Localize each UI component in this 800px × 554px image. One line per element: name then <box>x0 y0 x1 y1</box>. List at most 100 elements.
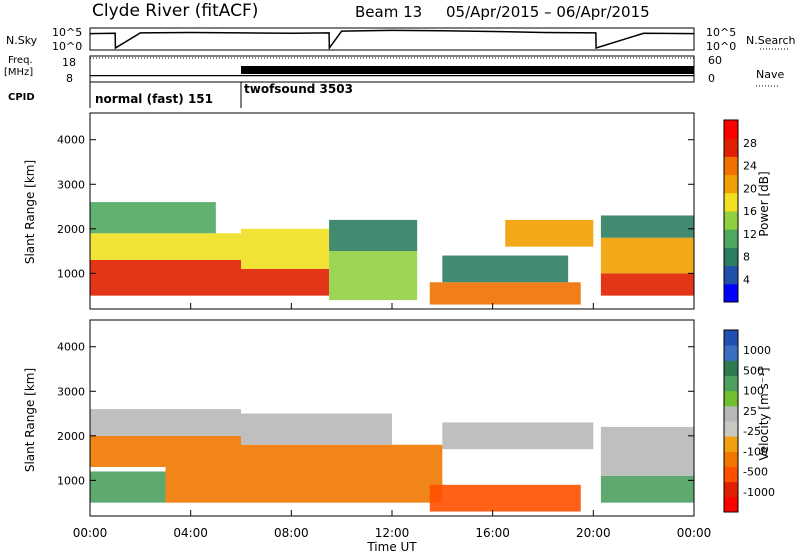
date-range: 05/Apr/2015 – 06/Apr/2015 <box>446 3 650 21</box>
time-tick-label: 12:00 <box>375 526 410 540</box>
power-colorbar-swatch <box>724 283 738 303</box>
power-colorbar-tick: 24 <box>743 160 757 173</box>
power-panel-band-7 <box>429 282 581 305</box>
time-tick-label: 00:00 <box>677 526 712 540</box>
nsky-tick-high: 10^5 <box>52 26 82 39</box>
velocity-colorbar-tick: 100 <box>743 385 764 398</box>
range-tick-label: 3000 <box>57 178 85 191</box>
power-ylabel: Slant Range [km] <box>23 160 37 264</box>
velocity-panel-band-3 <box>90 409 241 436</box>
power-colorbar-tick: 8 <box>743 251 750 264</box>
power-colorbar-swatch <box>724 265 738 285</box>
velocity-panel-band-1 <box>165 467 241 503</box>
velocity-colorbar-tick: -25 <box>743 425 761 438</box>
power-colorbar-swatch <box>724 138 738 157</box>
range-tick-label: 3000 <box>57 385 85 398</box>
velocity-panel-band-9 <box>600 426 694 476</box>
power-colorbar: 4 8 12 16 20 24 28 <box>723 119 757 303</box>
power-panel-band-8 <box>442 255 569 283</box>
nsearch-label: N.Search <box>746 34 796 47</box>
velocity-panel-band-8 <box>600 475 694 503</box>
range-tick-label: 1000 <box>57 267 85 280</box>
freq-tick-high: 18 <box>62 56 76 69</box>
velocity-panel-band-6 <box>429 484 581 512</box>
velocity-colorbar-tick: -1000 <box>743 486 775 499</box>
velocity-colorbar-swatch <box>724 375 738 392</box>
time-axis-label: Time UT <box>366 540 417 554</box>
velocity-colorbar: -1000 -500 -100 -25 25 100 500 1000 <box>723 329 775 513</box>
power-colorbar-frame <box>723 119 739 303</box>
nsky-line <box>89 29 695 51</box>
power-panel-band-5 <box>329 251 418 301</box>
power-panel-band-0 <box>90 260 241 296</box>
power-colorbar-swatch <box>724 247 738 267</box>
velocity-colorbar-tick: 25 <box>743 405 757 418</box>
velocity-panel <box>90 409 694 512</box>
nave-label: Nave <box>756 68 784 81</box>
time-axis: 00:00 04:00 08:00 12:00 16:00 20:00 00:00 <box>73 303 712 540</box>
velocity-colorbar-swatch <box>724 390 738 407</box>
beam-label: Beam 13 <box>355 3 422 21</box>
power-colorbar-swatch <box>724 192 738 212</box>
time-tick-label: 08:00 <box>274 526 309 540</box>
freq-tick-low: 8 <box>66 72 73 85</box>
power-panel-band-2 <box>90 202 216 234</box>
velocity-panel-band-4 <box>241 444 443 503</box>
power-colorbar-swatch <box>724 120 738 139</box>
power-panel-band-6 <box>329 219 418 252</box>
power-colorbar-swatch <box>724 174 738 194</box>
power-panel-band-11 <box>600 237 694 274</box>
nsky-right-tick-low: 10^0 <box>706 40 736 53</box>
power-colorbar-swatch <box>724 211 738 230</box>
range-tick-label: 2000 <box>57 223 85 236</box>
velocity-colorbar-swatch <box>724 405 738 422</box>
range-tick-label: 2000 <box>57 430 85 443</box>
velocity-colorbar-swatch <box>724 496 738 513</box>
power-colorbar-tick: 4 <box>743 273 750 286</box>
nave-tick-high: 60 <box>708 54 722 67</box>
time-tick-label: 16:00 <box>475 526 510 540</box>
range-tick-label: 1000 <box>57 474 85 487</box>
nave-bar <box>241 66 694 74</box>
nsky-right-tick-high: 10^5 <box>706 26 736 39</box>
velocity-panel-band-2 <box>90 435 241 467</box>
power-panel <box>90 202 694 305</box>
station-title: Clyde River (fitACF) <box>92 1 258 21</box>
velocity-colorbar-swatch <box>724 360 738 376</box>
power-panel-band-9 <box>505 219 594 247</box>
time-tick-label: 00:00 <box>73 526 108 540</box>
power-panel-band-4 <box>241 228 330 269</box>
nave-tick-low: 0 <box>708 72 715 85</box>
velocity-panel-band-5 <box>241 413 392 445</box>
power-panel-band-12 <box>600 215 694 238</box>
power-panel-band-1 <box>90 233 241 260</box>
power-colorbar-tick: 16 <box>743 205 757 218</box>
velocity-panel-band-0 <box>90 471 166 503</box>
power-panel-band-10 <box>600 273 694 296</box>
freq-label: Freq. <box>8 55 33 66</box>
power-colorbar-tick: 20 <box>743 182 757 195</box>
nsky-tick-low: 10^0 <box>52 40 82 53</box>
power-panel-band-3 <box>241 268 330 296</box>
velocity-panel-band-7 <box>442 422 594 450</box>
cpid-segment-0: normal (fast) 151 <box>95 92 213 106</box>
velocity-ylabel: Slant Range [km] <box>23 368 37 472</box>
nsky-label: N.Sky <box>6 34 38 47</box>
velocity-colorbar-tick: 1000 <box>743 344 771 357</box>
velocity-colorbar-label: Velocity [m s⁻¹] <box>757 367 771 460</box>
velocity-colorbar-frame <box>723 329 739 513</box>
power-colorbar-swatch <box>724 156 738 176</box>
range-tick-label: 4000 <box>57 341 85 354</box>
velocity-colorbar-swatch <box>724 345 738 361</box>
velocity-colorbar-tick: -100 <box>743 445 768 458</box>
power-colorbar-swatch <box>724 229 738 248</box>
velocity-colorbar-tick: -500 <box>743 466 768 479</box>
velocity-colorbar-swatch <box>724 421 738 437</box>
power-colorbar-tick: 28 <box>743 137 757 150</box>
power-colorbar-label: Power [dB] <box>757 171 771 236</box>
velocity-colorbar-swatch <box>724 481 738 498</box>
velocity-colorbar-swatch <box>724 330 738 346</box>
nsky-panel <box>89 27 695 51</box>
velocity-colorbar-tick: 500 <box>743 364 764 377</box>
aux-lines <box>89 29 695 77</box>
